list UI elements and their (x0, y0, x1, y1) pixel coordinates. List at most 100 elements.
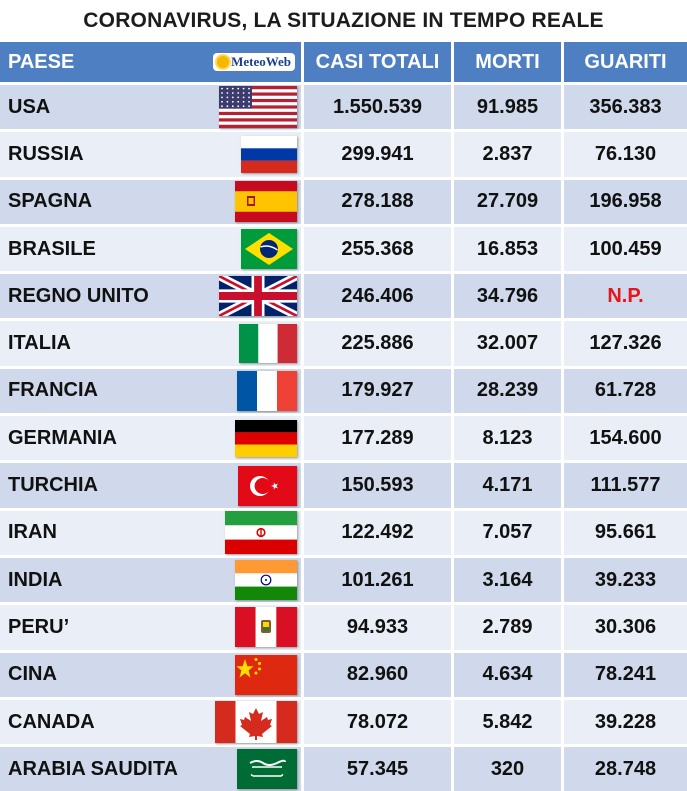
header-paese: PAESE MeteoWeb (0, 42, 301, 82)
cell-paese: CINA (0, 649, 301, 697)
table-row: PERU’ 94.933 2.789 30.306 (0, 602, 687, 650)
cell-guariti: 111.577 (561, 460, 687, 508)
cell-paese: TURCHIA (0, 460, 301, 508)
cell-paese: IRAN (0, 507, 301, 555)
cell-morti: 3.164 (451, 554, 561, 603)
header-guariti: GUARITI (561, 42, 687, 82)
table-row: CANADA 78.072 5.842 39.228 (0, 696, 687, 745)
saudi-arabia-flag-icon (237, 749, 297, 790)
cell-morti: 4.171 (451, 460, 561, 508)
header-row: PAESE MeteoWeb CASI TOTALI MORTI GUARITI (0, 42, 687, 82)
cell-casi-totali: 225.886 (301, 318, 451, 366)
country-name: REGNO UNITO (8, 284, 149, 307)
table-row: INDIA 101.261 3.164 39.233 (0, 554, 687, 603)
cell-morti: 5.842 (451, 696, 561, 745)
cell-guariti: 39.233 (561, 554, 687, 603)
france-flag-icon (237, 370, 297, 411)
cell-morti: 4.634 (451, 649, 561, 697)
cell-morti: 2.837 (451, 129, 561, 177)
country-name: SPAGNA (8, 190, 93, 213)
table-row: RUSSIA 299.941 2.837 76.130 (0, 129, 687, 177)
cell-morti: 16.853 (451, 223, 561, 272)
cell-morti: 27.709 (451, 176, 561, 224)
cell-guariti: 61.728 (561, 365, 687, 414)
cell-paese: USA (0, 82, 301, 130)
brazil-flag-icon (241, 229, 297, 270)
cell-paese: ARABIA SAUDITA (0, 744, 301, 791)
table-row: SPAGNA 278.188 27.709 196.958 (0, 176, 687, 224)
cell-paese: ITALIA (0, 318, 301, 366)
cell-paese: BRASILE (0, 223, 301, 272)
canada-flag-icon (215, 701, 297, 743)
country-name: ITALIA (8, 332, 71, 355)
situation-table: PAESE MeteoWeb CASI TOTALI MORTI GUARITI… (0, 42, 687, 791)
country-name: RUSSIA (8, 142, 84, 165)
country-name: BRASILE (8, 237, 96, 260)
cell-morti: 91.985 (451, 82, 561, 130)
table-row: ITALIA 225.886 32.007 127.326 (0, 318, 687, 366)
germany-flag-icon (235, 419, 297, 457)
cell-guariti: 196.958 (561, 176, 687, 224)
cell-casi-totali: 78.072 (301, 696, 451, 745)
cell-morti: 7.057 (451, 507, 561, 555)
country-name: CANADA (8, 710, 95, 733)
header-paese-label: PAESE (8, 50, 75, 73)
cell-morti: 2.789 (451, 602, 561, 650)
cell-paese: FRANCIA (0, 365, 301, 414)
cell-casi-totali: 246.406 (301, 271, 451, 319)
cell-guariti: 76.130 (561, 129, 687, 177)
cell-casi-totali: 57.345 (301, 744, 451, 791)
country-name: FRANCIA (8, 379, 98, 402)
table-row: TURCHIA 150.593 4.171 111.577 (0, 460, 687, 508)
china-flag-icon (235, 654, 297, 695)
table-row: REGNO UNITO 246.406 34.796 N.P. (0, 271, 687, 319)
table-row: FRANCIA 179.927 28.239 61.728 (0, 365, 687, 414)
country-name: INDIA (8, 568, 63, 591)
cell-casi-totali: 177.289 (301, 413, 451, 461)
header-morti: MORTI (451, 42, 561, 82)
country-name: ARABIA SAUDITA (8, 757, 178, 780)
cell-casi-totali: 122.492 (301, 507, 451, 555)
cell-guariti: 78.241 (561, 649, 687, 697)
country-name: USA (8, 95, 51, 118)
logo-text: MeteoWeb (231, 54, 291, 69)
country-name: PERU’ (8, 615, 70, 638)
spain-flag-icon (235, 181, 297, 223)
cell-guariti: 154.600 (561, 413, 687, 461)
country-name: GERMANIA (8, 426, 117, 449)
cell-morti: 32.007 (451, 318, 561, 366)
cell-morti: 8.123 (451, 413, 561, 461)
italy-flag-icon (239, 324, 297, 364)
table-row: IRAN 122.492 7.057 95.661 (0, 507, 687, 555)
table-row: USA 1.550.539 91.985 356.383 (0, 82, 687, 130)
cell-paese: PERU’ (0, 602, 301, 650)
table-row: CINA 82.960 4.634 78.241 (0, 649, 687, 697)
cell-paese: CANADA (0, 696, 301, 745)
cell-guariti: N.P. (561, 271, 687, 319)
cell-casi-totali: 101.261 (301, 554, 451, 603)
cell-casi-totali: 179.927 (301, 365, 451, 414)
cell-morti: 34.796 (451, 271, 561, 319)
cell-paese: RUSSIA (0, 129, 301, 177)
cell-casi-totali: 1.550.539 (301, 82, 451, 130)
table-row: ARABIA SAUDITA 57.345 320 28.748 (0, 744, 687, 791)
country-name: CINA (8, 663, 57, 686)
peru-flag-icon (235, 607, 297, 648)
meteoweb-logo: MeteoWeb (213, 53, 295, 71)
sun-icon (217, 56, 230, 68)
cell-casi-totali: 150.593 (301, 460, 451, 508)
cell-guariti: 95.661 (561, 507, 687, 555)
cell-guariti: 39.228 (561, 696, 687, 745)
country-name: IRAN (8, 521, 57, 544)
cell-casi-totali: 255.368 (301, 223, 451, 272)
cell-casi-totali: 94.933 (301, 602, 451, 650)
cell-morti: 28.239 (451, 365, 561, 414)
cell-casi-totali: 278.188 (301, 176, 451, 224)
country-name: TURCHIA (8, 474, 98, 497)
russia-flag-icon (241, 135, 297, 173)
table-row: BRASILE 255.368 16.853 100.459 (0, 223, 687, 272)
page-title: CORONAVIRUS, LA SITUAZIONE IN TEMPO REAL… (83, 9, 604, 32)
cell-guariti: 100.459 (561, 223, 687, 272)
cell-casi-totali: 82.960 (301, 649, 451, 697)
cell-casi-totali: 299.941 (301, 129, 451, 177)
